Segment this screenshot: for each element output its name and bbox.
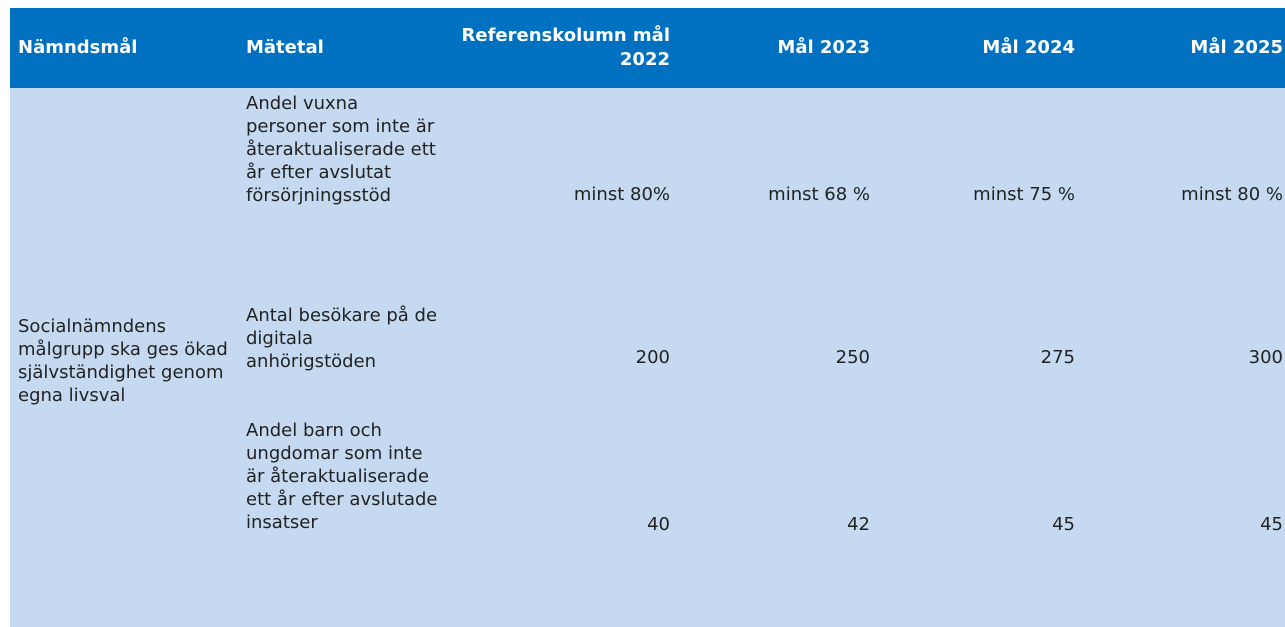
value-cell: minst 75 % — [872, 88, 1077, 300]
header-cell: Referenskolumn mål 2022 — [450, 8, 672, 88]
value-cell: 275 — [872, 300, 1077, 415]
header-cell: Nämndsmål — [10, 8, 238, 88]
metric-cell: Andel vuxna personer som inte är återakt… — [238, 88, 450, 300]
goal-cell: Socialnämndens målgrupp ska ges ökad sjä… — [10, 88, 238, 627]
goals-table: Nämndsmål Mätetal Referenskolumn mål 2022 M… — [10, 8, 1285, 627]
table-row: Andel barn och ungdomar som inte är åter… — [10, 415, 1285, 627]
value-cell: 40 — [450, 415, 672, 627]
header-cell: Mål 2023 — [672, 8, 872, 88]
metric-cell: Andel barn och ungdomar som inte är åter… — [238, 415, 450, 627]
value-cell: 45 — [872, 415, 1077, 627]
value-cell: 200 — [450, 300, 672, 415]
value-cell: minst 80 % — [1077, 88, 1285, 300]
table-row: Socialnämndens målgrupp ska ges ökad sjä… — [10, 88, 1285, 627]
value-cell: 250 — [672, 300, 872, 415]
value-cell: 42 — [672, 415, 872, 627]
metric-cell: Antal besökare på de digitala anhörigstö… — [238, 300, 450, 415]
header-cell: Mål 2025 — [1077, 8, 1285, 88]
value-cell: minst 80% — [450, 88, 672, 300]
header-row: Nämndsmål Mätetal Referenskolumn mål 2022 M… — [10, 8, 1285, 88]
value-cell: 300 — [1077, 300, 1285, 415]
header-cell: Mål 2024 — [872, 8, 1077, 88]
value-cell: minst 68 % — [672, 88, 872, 300]
table-row: Antal besökare på de digitala anhörigstö… — [10, 300, 1285, 415]
header-cell: Mätetal — [238, 8, 450, 88]
value-cell: 45 — [1077, 415, 1285, 627]
